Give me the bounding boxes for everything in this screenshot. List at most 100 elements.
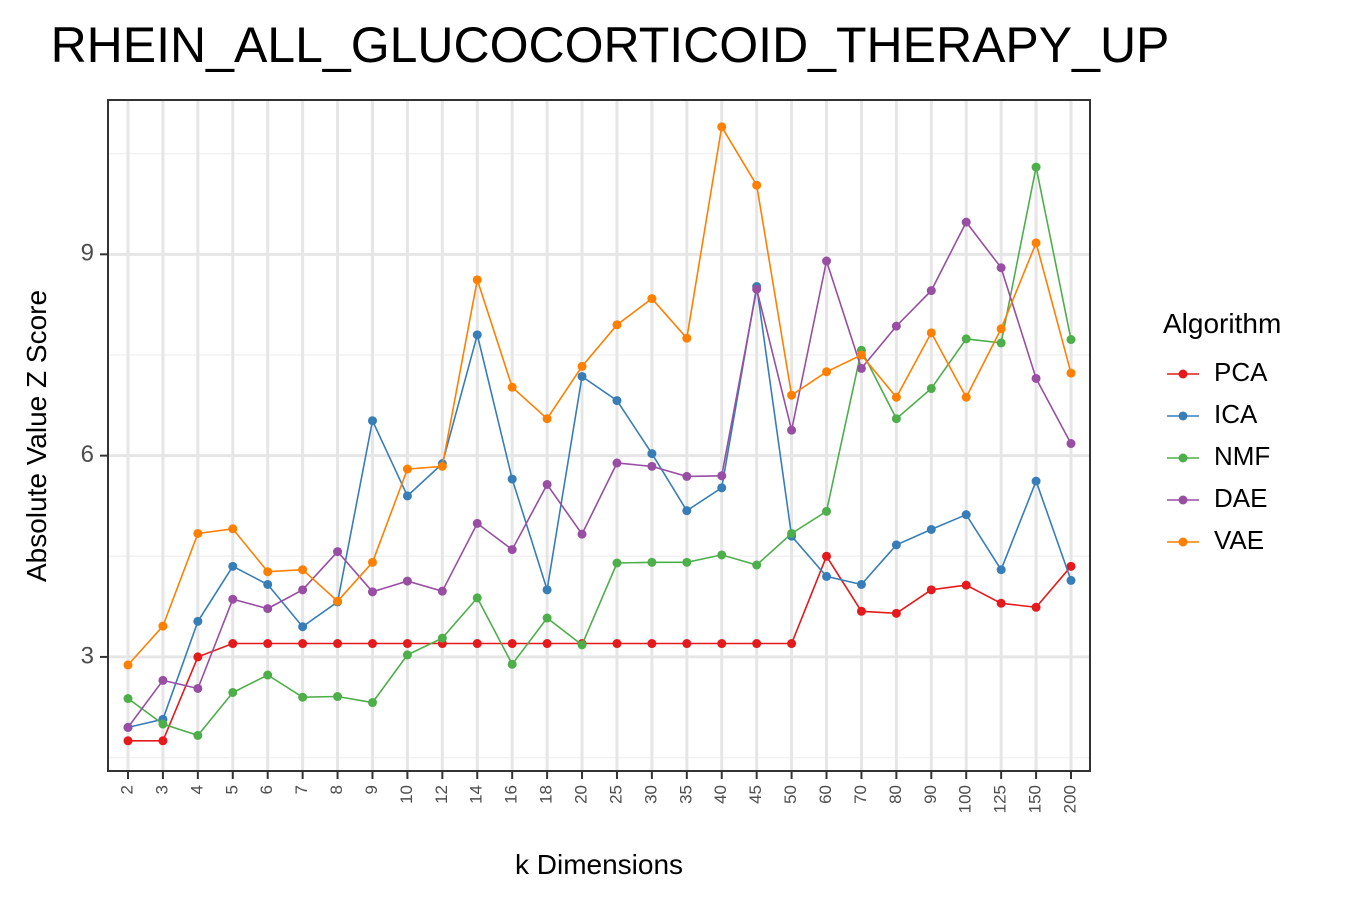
data-point xyxy=(891,608,901,618)
data-point xyxy=(612,639,622,649)
data-point xyxy=(437,461,447,471)
data-point xyxy=(367,416,377,426)
data-point xyxy=(158,675,168,685)
series-line-dae xyxy=(127,220,1072,728)
x-tick-label: 12 xyxy=(432,785,451,804)
plot-series xyxy=(123,122,1076,746)
data-point xyxy=(228,687,238,697)
data-point xyxy=(507,659,517,669)
data-point xyxy=(647,639,657,649)
data-point xyxy=(507,382,517,392)
data-point xyxy=(682,639,692,649)
x-tick-label: 30 xyxy=(641,785,660,804)
data-point xyxy=(961,580,971,590)
y-axis: 3 6 9 xyxy=(81,240,108,669)
data-point xyxy=(961,334,971,344)
data-point xyxy=(158,736,168,746)
chart-title: RHEIN_ALL_GLUCOCORTICOID_THERAPY_UP xyxy=(51,17,1170,73)
data-point xyxy=(717,550,727,560)
data-point xyxy=(1031,238,1041,248)
data-point xyxy=(123,736,133,746)
data-point xyxy=(891,414,901,424)
data-point xyxy=(926,328,936,338)
data-point xyxy=(333,547,343,557)
legend-key-point xyxy=(1178,537,1188,547)
plot-grid xyxy=(108,100,1090,771)
data-point xyxy=(228,524,238,534)
data-point xyxy=(787,639,797,649)
data-point xyxy=(822,256,832,266)
data-point xyxy=(577,371,587,381)
series-line-pca xyxy=(128,554,1072,742)
data-point xyxy=(612,558,622,568)
x-tick-label: 35 xyxy=(676,785,695,804)
legend-label: VAE xyxy=(1214,525,1264,555)
data-point xyxy=(752,560,762,570)
x-tick-label: 25 xyxy=(606,785,625,804)
data-point xyxy=(193,528,203,538)
data-point xyxy=(333,692,343,702)
legend-label: PCA xyxy=(1214,357,1268,387)
x-tick-label: 45 xyxy=(746,785,765,804)
data-point xyxy=(926,585,936,595)
data-point xyxy=(402,639,412,649)
y-tick-label: 9 xyxy=(81,240,94,267)
data-point xyxy=(752,639,762,649)
x-tick-label: 40 xyxy=(711,785,730,804)
data-point xyxy=(1066,368,1076,378)
x-tick-label: 80 xyxy=(886,785,905,804)
data-point xyxy=(507,639,517,649)
data-point xyxy=(193,652,203,662)
data-point xyxy=(542,639,552,649)
x-tick-label: 90 xyxy=(921,785,940,804)
data-point xyxy=(926,524,936,534)
data-point xyxy=(123,660,133,670)
legend-item-ica: ICA xyxy=(1167,399,1258,429)
data-point xyxy=(298,565,308,575)
data-point xyxy=(263,579,273,589)
x-tick-label: 70 xyxy=(851,785,870,804)
x-tick-label: 150 xyxy=(1026,785,1045,813)
data-point xyxy=(193,730,203,740)
legend-key-point xyxy=(1178,411,1188,421)
x-tick-label: 16 xyxy=(502,785,521,804)
x-tick-label: 14 xyxy=(467,785,486,804)
x-tick-label: 5 xyxy=(222,785,241,794)
y-axis-label: Absolute Value Z Score xyxy=(21,290,52,582)
legend-title: Algorithm xyxy=(1163,308,1281,339)
legend-item-nmf: NMF xyxy=(1167,441,1270,471)
legend: Algorithm PCA ICA NMF DAE VAE xyxy=(1163,308,1281,555)
data-point xyxy=(996,324,1006,334)
data-point xyxy=(402,650,412,660)
x-tick-label: 8 xyxy=(327,785,346,794)
legend-item-pca: PCA xyxy=(1167,357,1268,387)
data-point xyxy=(193,683,203,693)
y-tick-label: 3 xyxy=(81,642,94,669)
series-line-ica xyxy=(127,286,1072,729)
x-tick-label: 125 xyxy=(991,785,1010,813)
data-point xyxy=(682,506,692,516)
data-point xyxy=(996,565,1006,575)
data-point xyxy=(367,698,377,708)
legend-label: DAE xyxy=(1214,483,1267,513)
series-pca xyxy=(123,551,1076,746)
data-point xyxy=(717,471,727,481)
data-point xyxy=(961,217,971,227)
data-point xyxy=(577,529,587,539)
data-point xyxy=(1066,561,1076,571)
legend-item-dae: DAE xyxy=(1167,483,1267,513)
data-point xyxy=(402,491,412,501)
series-dae xyxy=(123,217,1076,732)
data-point xyxy=(647,294,657,304)
data-point xyxy=(856,363,866,373)
data-point xyxy=(437,633,447,643)
data-point xyxy=(123,694,133,704)
data-point xyxy=(298,622,308,632)
data-point xyxy=(507,474,517,484)
data-point xyxy=(612,396,622,406)
data-point xyxy=(158,621,168,631)
data-point xyxy=(263,604,273,614)
legend-key-point xyxy=(1178,369,1188,379)
legend-key-point xyxy=(1178,495,1188,505)
